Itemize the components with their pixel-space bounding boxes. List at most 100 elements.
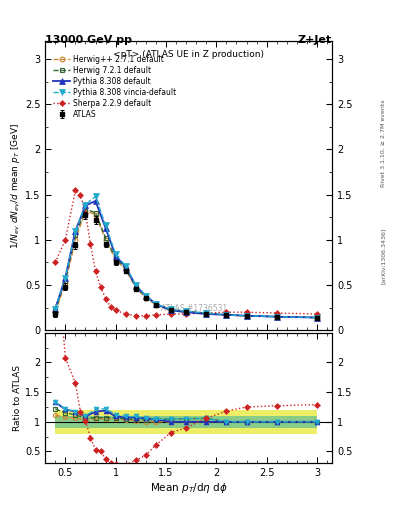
Herwig++ 2.7.1 default [113,257,118,263]
Pythia 8.308 default [134,283,138,289]
Herwig 7.2.1 default [315,314,320,321]
Pythia 8.308 vincia-default [103,222,108,228]
Text: Z+Jet: Z+Jet [298,35,332,45]
Y-axis label: $1/N_{ev}$ $dN_{ev}/d$ mean $p_T$ [GeV]: $1/N_{ev}$ $dN_{ev}/d$ mean $p_T$ [GeV] [9,122,22,249]
Pythia 8.308 vincia-default [143,293,148,299]
Herwig++ 2.7.1 default [204,311,209,317]
Herwig++ 2.7.1 default [143,294,148,301]
Sherpa 2.2.9 default [169,311,173,317]
Herwig++ 2.7.1 default [103,237,108,243]
Text: <pT> (ATLAS UE in Z production): <pT> (ATLAS UE in Z production) [113,50,264,59]
Pythia 8.308 default [184,309,189,315]
Sherpa 2.2.9 default [154,312,158,318]
Herwig 7.2.1 default [63,278,68,284]
Pythia 8.308 vincia-default [169,306,173,312]
Sherpa 2.2.9 default [134,313,138,319]
Herwig++ 2.7.1 default [123,267,128,273]
Line: Pythia 8.308 vincia-default: Pythia 8.308 vincia-default [53,194,320,321]
Pythia 8.308 default [123,264,128,270]
Sherpa 2.2.9 default [108,304,113,310]
Pythia 8.308 vincia-default [123,263,128,269]
Herwig 7.2.1 default [134,284,138,290]
Sherpa 2.2.9 default [73,187,78,193]
Sherpa 2.2.9 default [274,310,279,316]
Pythia 8.308 vincia-default [315,314,320,321]
Herwig 7.2.1 default [53,307,58,313]
Herwig++ 2.7.1 default [134,285,138,291]
Pythia 8.308 default [143,293,148,299]
Pythia 8.308 vincia-default [83,202,88,208]
Text: Rivet 3.1.10, ≥ 2.7M events: Rivet 3.1.10, ≥ 2.7M events [381,99,386,187]
Pythia 8.308 vincia-default [184,308,189,314]
Legend: Herwig++ 2.7.1 default, Herwig 7.2.1 default, Pythia 8.308 default, Pythia 8.308: Herwig++ 2.7.1 default, Herwig 7.2.1 def… [52,53,178,120]
Herwig++ 2.7.1 default [169,307,173,313]
Pythia 8.308 vincia-default [274,314,279,320]
Pythia 8.308 vincia-default [204,310,209,316]
Herwig++ 2.7.1 default [244,313,249,319]
Herwig++ 2.7.1 default [224,312,229,318]
Pythia 8.308 vincia-default [244,313,249,319]
Sherpa 2.2.9 default [315,311,320,317]
Pythia 8.308 default [63,275,68,281]
Herwig++ 2.7.1 default [53,309,58,315]
X-axis label: Mean $p_T$/d$\eta$ d$\phi$: Mean $p_T$/d$\eta$ d$\phi$ [150,481,228,495]
Pythia 8.308 default [103,225,108,231]
Pythia 8.308 vincia-default [63,275,68,281]
Pythia 8.308 default [274,314,279,320]
Herwig++ 2.7.1 default [63,280,68,286]
Herwig++ 2.7.1 default [184,309,189,315]
Y-axis label: Ratio to ATLAS: Ratio to ATLAS [13,365,22,431]
Pythia 8.308 default [154,301,158,307]
Pythia 8.308 vincia-default [93,194,98,200]
Herwig 7.2.1 default [224,312,229,318]
Herwig++ 2.7.1 default [154,302,158,308]
Herwig 7.2.1 default [113,255,118,261]
Pythia 8.308 default [244,313,249,319]
Pythia 8.308 default [83,202,88,208]
Sherpa 2.2.9 default [103,295,108,302]
Line: Herwig++ 2.7.1 default: Herwig++ 2.7.1 default [53,208,320,320]
Herwig 7.2.1 default [93,209,98,216]
Sherpa 2.2.9 default [204,310,209,316]
Herwig 7.2.1 default [184,308,189,314]
Sherpa 2.2.9 default [88,241,93,247]
Sherpa 2.2.9 default [63,237,68,243]
Herwig++ 2.7.1 default [315,314,320,321]
Text: [arXiv:1306.3436]: [arXiv:1306.3436] [381,228,386,284]
Herwig 7.2.1 default [83,206,88,212]
Sherpa 2.2.9 default [93,268,98,274]
Sherpa 2.2.9 default [143,313,148,319]
Pythia 8.308 vincia-default [73,228,78,234]
Text: 13000 GeV pp: 13000 GeV pp [45,35,132,45]
Herwig 7.2.1 default [73,232,78,239]
Pythia 8.308 default [315,314,320,321]
Pythia 8.308 default [204,311,209,317]
Pythia 8.308 vincia-default [154,301,158,307]
Pythia 8.308 vincia-default [134,282,138,288]
Pythia 8.308 vincia-default [224,312,229,318]
Herwig++ 2.7.1 default [83,208,88,214]
Line: Pythia 8.308 default: Pythia 8.308 default [53,198,320,321]
Herwig++ 2.7.1 default [93,211,98,218]
Herwig 7.2.1 default [154,301,158,307]
Sherpa 2.2.9 default [123,311,128,317]
Sherpa 2.2.9 default [78,191,83,198]
Pythia 8.308 default [169,307,173,313]
Sherpa 2.2.9 default [53,260,58,266]
Sherpa 2.2.9 default [224,309,229,315]
Herwig++ 2.7.1 default [274,314,279,320]
Sherpa 2.2.9 default [83,209,88,216]
Pythia 8.308 vincia-default [53,306,58,312]
Sherpa 2.2.9 default [244,309,249,315]
Text: ATLAS #1736531: ATLAS #1736531 [161,304,228,313]
Pythia 8.308 default [93,198,98,204]
Pythia 8.308 vincia-default [113,251,118,258]
Sherpa 2.2.9 default [98,284,103,290]
Pythia 8.308 default [113,253,118,259]
Pythia 8.308 default [224,312,229,318]
Herwig++ 2.7.1 default [73,237,78,243]
Herwig 7.2.1 default [103,235,108,241]
Herwig 7.2.1 default [123,266,128,272]
Line: Sherpa 2.2.9 default: Sherpa 2.2.9 default [53,188,319,318]
Herwig 7.2.1 default [244,313,249,319]
